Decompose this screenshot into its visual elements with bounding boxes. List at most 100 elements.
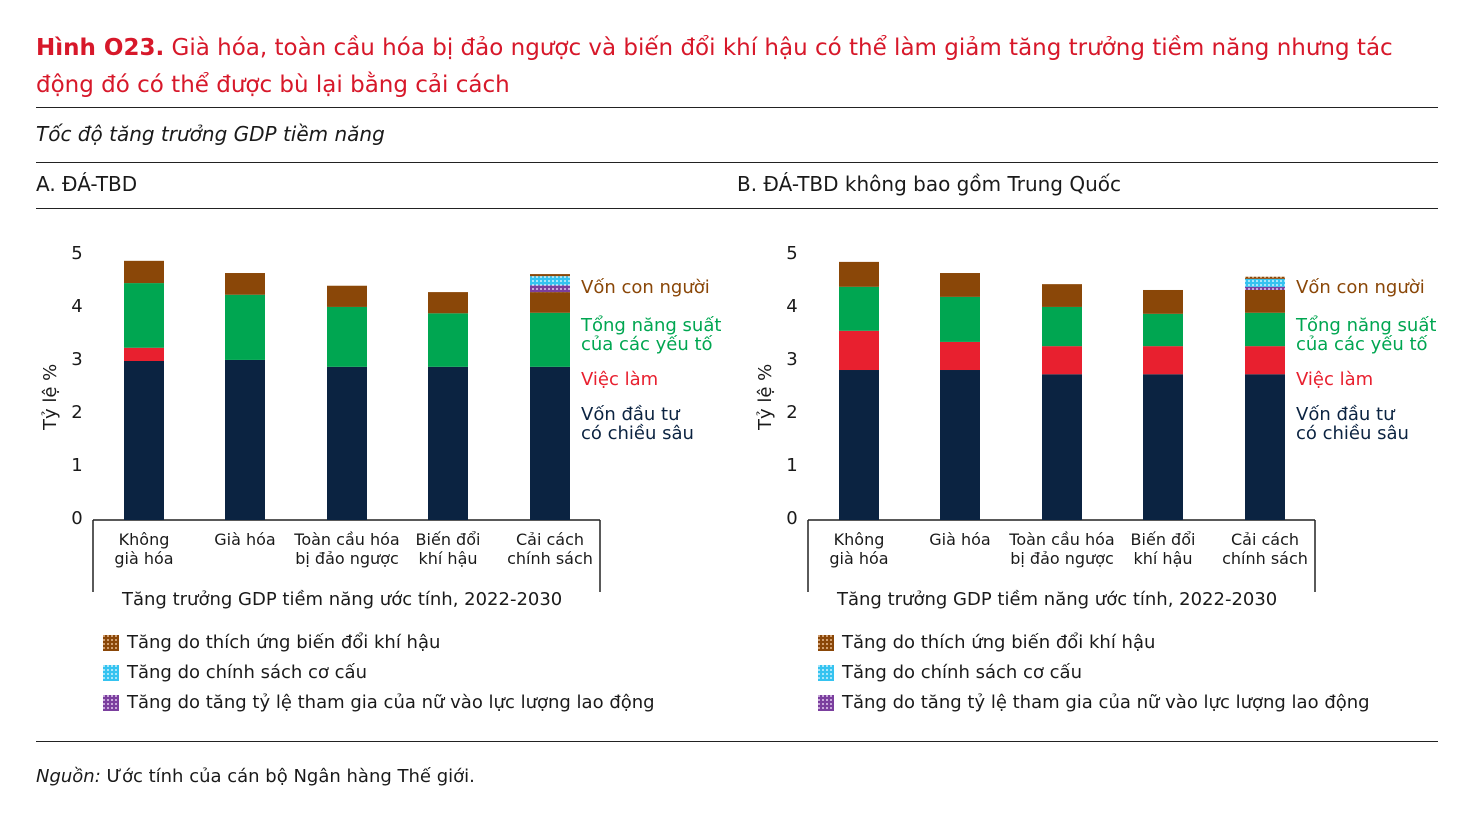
- bar-segment-green: [1245, 312, 1285, 347]
- y-tick-label: 4: [71, 296, 83, 317]
- bar-segment-navy: [1042, 374, 1082, 520]
- x-tick-label: chính sách: [507, 549, 593, 568]
- legend-swatch: [818, 664, 834, 681]
- y-tick-label: 0: [71, 508, 83, 529]
- series-label: Tổng năng suất: [1296, 315, 1437, 336]
- source-label: Nguồn:: [36, 766, 101, 787]
- bar-segment-green: [124, 283, 164, 348]
- x-axis-label: Tăng trưởng GDP tiềm năng ước tính, 2022…: [122, 589, 563, 610]
- x-tick-label: Già hóa: [214, 530, 276, 549]
- x-tick-label: bị đảo ngược: [1010, 549, 1114, 568]
- bar-segment-navy: [940, 370, 980, 520]
- legend-item: Tăng do chính sách cơ cấu: [818, 662, 1082, 683]
- legend-label: Tăng do tăng tỷ lệ tham gia của nữ vào l…: [842, 692, 1370, 713]
- legend-swatch: [103, 634, 119, 651]
- bar-segment-navy: [839, 370, 879, 520]
- legend-swatch: [103, 694, 119, 711]
- x-tick-label: Không: [118, 530, 170, 549]
- bar-segment-green: [327, 306, 367, 367]
- legend-item: Tăng do tăng tỷ lệ tham gia của nữ vào l…: [103, 692, 655, 713]
- x-tick-label: Toàn cầu hóa: [1009, 530, 1115, 549]
- x-tick-label: khí hậu: [418, 549, 478, 568]
- figure-title-text: Già hóa, toàn cầu hóa bị đảo ngược và bi…: [36, 35, 1393, 98]
- y-tick-label: 5: [71, 243, 83, 264]
- series-label: Vốn đầu tư: [1296, 404, 1395, 425]
- y-tick-label: 1: [71, 455, 83, 476]
- bar-segment-navy: [530, 366, 570, 520]
- x-tick-label: Không: [833, 530, 885, 549]
- x-tick-label: Cải cách: [515, 530, 585, 549]
- bar-segment-brown: [530, 292, 570, 313]
- series-label: Tổng năng suất: [581, 315, 722, 336]
- bar-segment-brown: [428, 292, 468, 314]
- bar-segment-navy: [428, 366, 468, 520]
- x-tick-label: khí hậu: [1133, 549, 1193, 568]
- series-label: Việc làm: [1296, 369, 1374, 390]
- series-label: Vốn con người: [1296, 277, 1425, 298]
- y-tick-label: 5: [786, 243, 798, 264]
- series-label: có chiều sâu: [581, 423, 694, 444]
- y-tick-label: 3: [786, 349, 798, 370]
- y-tick-label: 0: [786, 508, 798, 529]
- bar-segment-navy: [124, 361, 164, 520]
- legend-item: Tăng do thích ứng biến đổi khí hậu: [818, 632, 1155, 653]
- x-tick-label: Toàn cầu hóa: [294, 530, 400, 549]
- bar-segment-green: [428, 313, 468, 367]
- bar-segment-navy: [327, 366, 367, 520]
- bar-segment-red: [124, 347, 164, 361]
- bar-segment-green: [1042, 306, 1082, 347]
- bar-segment-brown: [1245, 276, 1285, 279]
- source-text: Ước tính của cán bộ Ngân hàng Thế giới.: [100, 766, 475, 787]
- bar-segment-brown: [839, 261, 879, 287]
- bar-segment-green: [530, 312, 570, 367]
- divider: [36, 107, 1438, 108]
- bar-segment-navy: [1245, 374, 1285, 520]
- legend-label: Tăng do thích ứng biến đổi khí hậu: [842, 632, 1156, 653]
- bar-segment-brown: [124, 260, 164, 284]
- x-tick-label: già hóa: [829, 549, 889, 568]
- figure-label: Hình O23.: [36, 35, 165, 61]
- figure-subtitle: Tốc độ tăng trưởng GDP tiềm năng: [36, 122, 385, 146]
- panel-a-title: A. ĐÁ-TBD: [36, 172, 138, 196]
- bar-segment-green: [940, 296, 980, 342]
- x-tick-label: Biến đổi: [415, 530, 481, 549]
- y-axis-label: Tỷ lệ %: [755, 363, 776, 430]
- bar-segment-green: [1143, 313, 1183, 347]
- legend-item: Tăng do thích ứng biến đổi khí hậu: [103, 632, 440, 653]
- bar-segment-brown: [1245, 289, 1285, 313]
- x-tick-label: Già hóa: [929, 530, 991, 549]
- bar-segment-brown: [530, 274, 570, 277]
- bar-segment-navy: [225, 359, 265, 520]
- y-tick-label: 3: [71, 349, 83, 370]
- y-axis-label: Tỷ lệ %: [40, 363, 61, 430]
- legend-item: Tăng do chính sách cơ cấu: [103, 662, 367, 683]
- series-label: Vốn đầu tư: [581, 404, 680, 425]
- bar-segment-brown: [1143, 289, 1183, 314]
- bar-segment-green: [225, 294, 265, 360]
- bar-segment-purple: [1245, 286, 1285, 290]
- legend-label: Tăng do tăng tỷ lệ tham gia của nữ vào l…: [127, 692, 655, 713]
- bar-segment-red: [839, 330, 879, 371]
- x-tick-label: chính sách: [1222, 549, 1308, 568]
- bar-segment-brown: [940, 273, 980, 297]
- legend-label: Tăng do chính sách cơ cấu: [842, 662, 1082, 683]
- divider: [36, 162, 1438, 163]
- series-label: của các yếu tố: [1296, 334, 1428, 355]
- legend-label: Tăng do chính sách cơ cấu: [127, 662, 367, 683]
- series-label: Việc làm: [581, 369, 659, 390]
- y-tick-label: 2: [786, 402, 798, 423]
- series-label: Vốn con người: [581, 277, 710, 298]
- bar-segment-navy: [1143, 374, 1183, 520]
- source-note: Nguồn: Ước tính của cán bộ Ngân hàng Thế…: [36, 766, 475, 787]
- bar-segment-cyan: [530, 276, 570, 286]
- bar-segment-red: [1042, 346, 1082, 375]
- bar-segment-green: [839, 286, 879, 331]
- bar-segment-brown: [1042, 284, 1082, 307]
- bar-segment-cyan: [1245, 278, 1285, 287]
- legend-item: Tăng do tăng tỷ lệ tham gia của nữ vào l…: [818, 692, 1370, 713]
- divider: [36, 208, 1438, 209]
- y-tick-label: 1: [786, 455, 798, 476]
- x-tick-label: Biến đổi: [1130, 530, 1196, 549]
- legend-swatch: [818, 634, 834, 651]
